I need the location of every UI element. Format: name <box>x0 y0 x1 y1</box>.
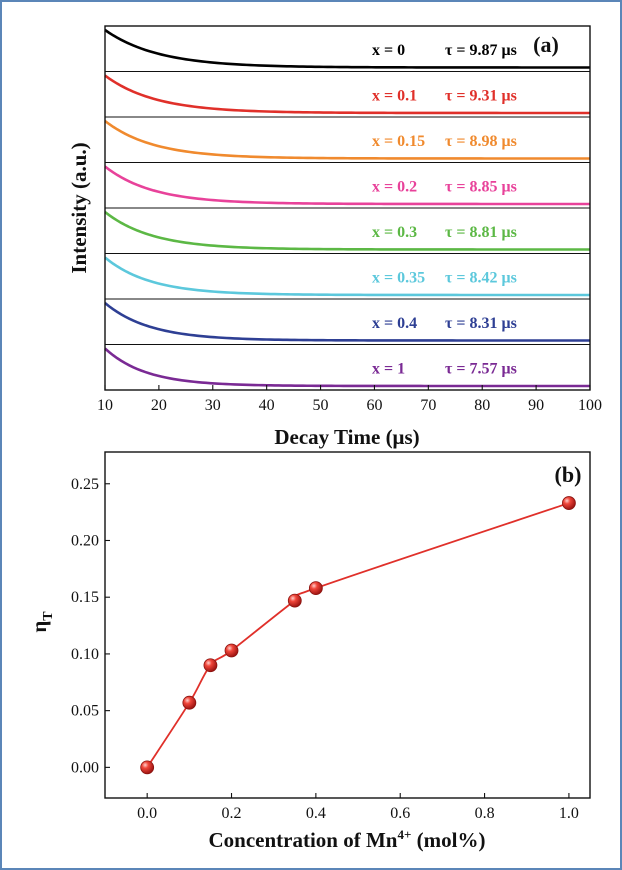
panel-b-y-axis-title: ηT <box>27 611 56 633</box>
series-tau-label: τ = 8.85 μs <box>445 178 517 195</box>
x-tick-label: 10 <box>97 397 113 414</box>
x-tick-label: 50 <box>313 397 329 414</box>
x-tick-label: 0.4 <box>306 805 326 822</box>
x-tick-label: 0.2 <box>222 805 242 822</box>
y-tick-label: 0.10 <box>71 646 99 663</box>
series-x-label: x = 0 <box>372 42 405 59</box>
x-tick-label: 70 <box>420 397 436 414</box>
x-tick-label: 90 <box>528 397 544 414</box>
panel-b-plot-frame <box>104 451 591 799</box>
decay-curve <box>104 74 590 115</box>
decay-curve <box>104 347 590 388</box>
series-x-label: x = 0.3 <box>372 224 417 241</box>
panel-a-decay-curves: x = 0 τ = 9.87 μs x = 0.1 τ = 9.31 μs x = 0.… <box>67 25 602 449</box>
y-tick-label: 0.05 <box>71 703 99 720</box>
x-tick-label: 1.0 <box>559 805 579 822</box>
data-point <box>308 581 323 596</box>
series-tau-label: τ = 8.98 μs <box>445 133 517 150</box>
panel-a-label: (a) <box>533 32 559 57</box>
x-tick-label: 0.8 <box>475 805 495 822</box>
decay-curve <box>104 119 590 160</box>
series-x-label: x = 0.1 <box>372 87 417 104</box>
y-tick-label: 0.25 <box>71 476 99 493</box>
decay-curve <box>104 210 590 251</box>
panel-b-x-axis-title: Concentration of Mn4+ (mol%) <box>209 827 486 852</box>
panel-a-x-axis-title: Decay Time (μs) <box>274 425 419 449</box>
decay-curve <box>104 301 590 342</box>
panel-b-label: (b) <box>555 462 582 487</box>
series-tau-label: τ = 8.42 μs <box>445 269 517 286</box>
x-tick-label: 100 <box>578 397 602 414</box>
x-tick-label: 80 <box>474 397 490 414</box>
series-tau-label: τ = 7.57 μs <box>445 360 517 377</box>
series-tau-label: τ = 8.81 μs <box>445 224 517 241</box>
panel-a-x-ticks: 10 20 30 40 50 60 70 80 90 100 <box>97 385 602 414</box>
data-point <box>140 760 155 775</box>
x-tick-label: 0.0 <box>137 805 157 822</box>
y-tick-label: 0.20 <box>71 532 99 549</box>
x-tick-label: 20 <box>151 397 167 414</box>
series-x-label: x = 1 <box>372 360 405 377</box>
decay-curve <box>104 28 590 69</box>
y-tick-label: 0.15 <box>71 589 99 606</box>
data-point <box>203 658 218 673</box>
series-x-label: x = 0.15 <box>372 133 425 150</box>
panel-b-ticks: 0.0 0.2 0.4 0.6 0.8 1.0 0.00 0.05 0.10 0.15 0.20 0.… <box>71 476 579 822</box>
panel-b-eta-vs-concentration: 0.0 0.2 0.4 0.6 0.8 1.0 0.00 0.05 0.10 0.15 0.20 0.… <box>27 451 591 852</box>
series-tau-label: τ = 9.87 μs <box>445 42 517 59</box>
y-tick-label: 0.00 <box>71 759 99 776</box>
x-tick-label: 0.6 <box>390 805 410 822</box>
panel-a-rows: x = 0 τ = 9.87 μs x = 0.1 τ = 9.31 μs x = 0.… <box>104 28 590 388</box>
data-point <box>562 496 576 510</box>
x-tick-label: 30 <box>205 397 221 414</box>
data-point <box>224 643 239 658</box>
x-tick-label: 60 <box>366 397 382 414</box>
series-x-label: x = 0.2 <box>372 178 417 195</box>
panel-a-y-axis-title: Intensity (a.u.) <box>67 142 91 273</box>
data-point <box>287 593 302 608</box>
decay-curve <box>104 165 590 206</box>
series-x-label: x = 0.4 <box>372 315 417 332</box>
series-tau-label: τ = 8.31 μs <box>445 315 517 332</box>
x-tick-label: 40 <box>259 397 275 414</box>
series-x-label: x = 0.35 <box>372 269 425 286</box>
data-point <box>182 695 197 710</box>
panel-b-fit-line <box>146 502 570 768</box>
decay-curve <box>104 256 590 297</box>
series-tau-label: τ = 9.31 μs <box>445 87 517 104</box>
panel-b-points <box>140 496 576 775</box>
panel-a-plot-frame <box>104 25 591 391</box>
